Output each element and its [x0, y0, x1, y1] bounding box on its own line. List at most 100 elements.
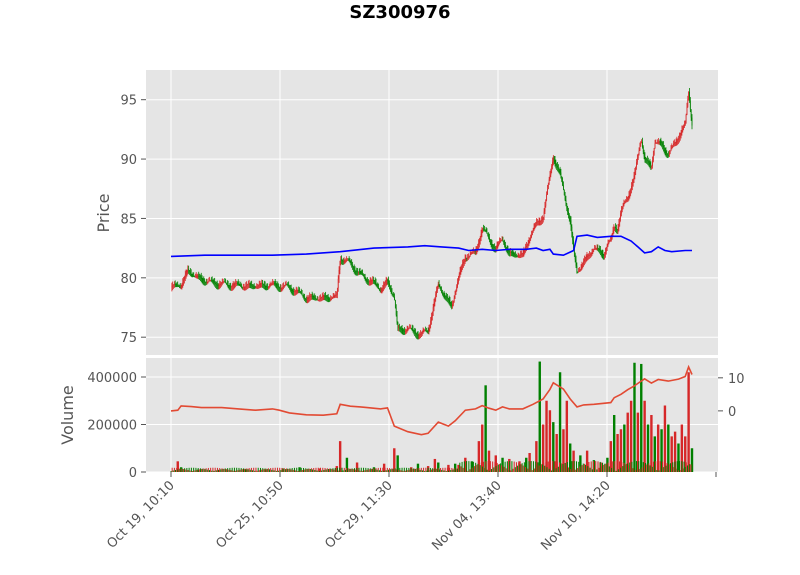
candle-body [342, 260, 343, 262]
candle-body [552, 157, 554, 162]
candle-body [509, 251, 511, 253]
candle-body [301, 293, 303, 296]
candle-body [247, 283, 249, 285]
candle-body [316, 299, 318, 301]
candle-body [536, 221, 538, 223]
candle-body [464, 258, 466, 261]
volume-bar [414, 468, 416, 472]
volume-bar [585, 464, 587, 472]
candle-body [261, 283, 263, 285]
volume-bar [384, 467, 386, 472]
candle-body [499, 241, 500, 243]
candle-body [278, 286, 279, 288]
candle-body [322, 295, 324, 297]
candle-body [578, 270, 580, 272]
candle-body [636, 158, 638, 163]
candle-body [667, 154, 669, 156]
volume-bar [336, 467, 338, 472]
candle-body [212, 280, 214, 282]
volume-bar [357, 470, 359, 472]
candle-body [282, 286, 284, 288]
volume-bar [556, 461, 558, 472]
volume-bar [207, 467, 209, 472]
candle-body [579, 269, 581, 271]
candle-body [331, 298, 333, 299]
candle-body [291, 289, 293, 291]
candle-body [430, 320, 432, 325]
candle-body [186, 270, 188, 273]
candle-body [489, 239, 491, 243]
volume-bar [480, 462, 482, 472]
volume-bar [323, 469, 325, 472]
candle-body [251, 284, 253, 286]
volume-bar [455, 468, 457, 472]
candle-body [174, 284, 176, 286]
volume-bar [510, 470, 512, 472]
volume-bar [231, 467, 233, 472]
candle-body [521, 253, 523, 254]
volume-bar [487, 450, 491, 472]
volume-bar [457, 468, 459, 472]
candle-body [221, 283, 222, 284]
volume-bar [435, 468, 437, 472]
volume-bar [304, 469, 306, 472]
volume-bar [300, 467, 302, 472]
volume-bar [449, 467, 451, 472]
candle-body [180, 286, 182, 288]
volume-bar [402, 470, 404, 472]
volume-bar [350, 468, 352, 472]
volume-bar [526, 461, 528, 472]
candle-body [384, 283, 385, 286]
x-tick-label: Oct 25, 10:50 [213, 478, 286, 551]
candle-body [204, 281, 206, 283]
volume-bar [266, 468, 268, 472]
candle-body [399, 327, 400, 329]
candle-body [220, 283, 221, 285]
candle-body [449, 300, 451, 303]
volume-bar [447, 464, 450, 472]
candle-body [230, 286, 232, 288]
candle-body [537, 221, 539, 223]
candle-body [260, 283, 262, 285]
candle-body [644, 156, 646, 160]
candle-body [671, 146, 673, 149]
candle-body [435, 294, 437, 299]
candle-body [494, 248, 496, 249]
candle-body [244, 286, 246, 288]
volume-bar [299, 470, 301, 472]
candle-body [256, 287, 258, 288]
candle-body [344, 261, 346, 262]
candle-body [658, 141, 660, 143]
candle-body [345, 260, 347, 262]
candle-body [576, 265, 578, 272]
candle-body [255, 287, 257, 289]
volume-bar [271, 469, 273, 472]
candle-body [224, 281, 226, 283]
volume-bar [390, 469, 392, 472]
volume-bar [566, 462, 568, 472]
candle-body [207, 281, 209, 283]
volume-bar [481, 424, 484, 472]
candle-body [171, 286, 173, 288]
candle-body [368, 281, 370, 283]
volume-bar [543, 463, 545, 472]
volume-bar [494, 462, 496, 472]
candle-body [575, 259, 577, 266]
candle-body [398, 327, 400, 329]
candle-body [562, 180, 563, 186]
volume-bar [470, 461, 472, 472]
candle-body [425, 330, 427, 332]
volume-bar [393, 448, 396, 472]
volume-bar [389, 468, 391, 472]
volume-bar [501, 465, 503, 472]
candle-body [523, 250, 525, 253]
candle-body [446, 296, 448, 298]
candle-body [642, 141, 643, 148]
volume-bar [626, 412, 629, 472]
candle-body [320, 298, 321, 299]
candle-body [305, 298, 306, 300]
volume-bar [245, 468, 247, 472]
volume-bar [309, 468, 311, 472]
volume-bar [222, 468, 224, 472]
candle-body [678, 136, 680, 139]
